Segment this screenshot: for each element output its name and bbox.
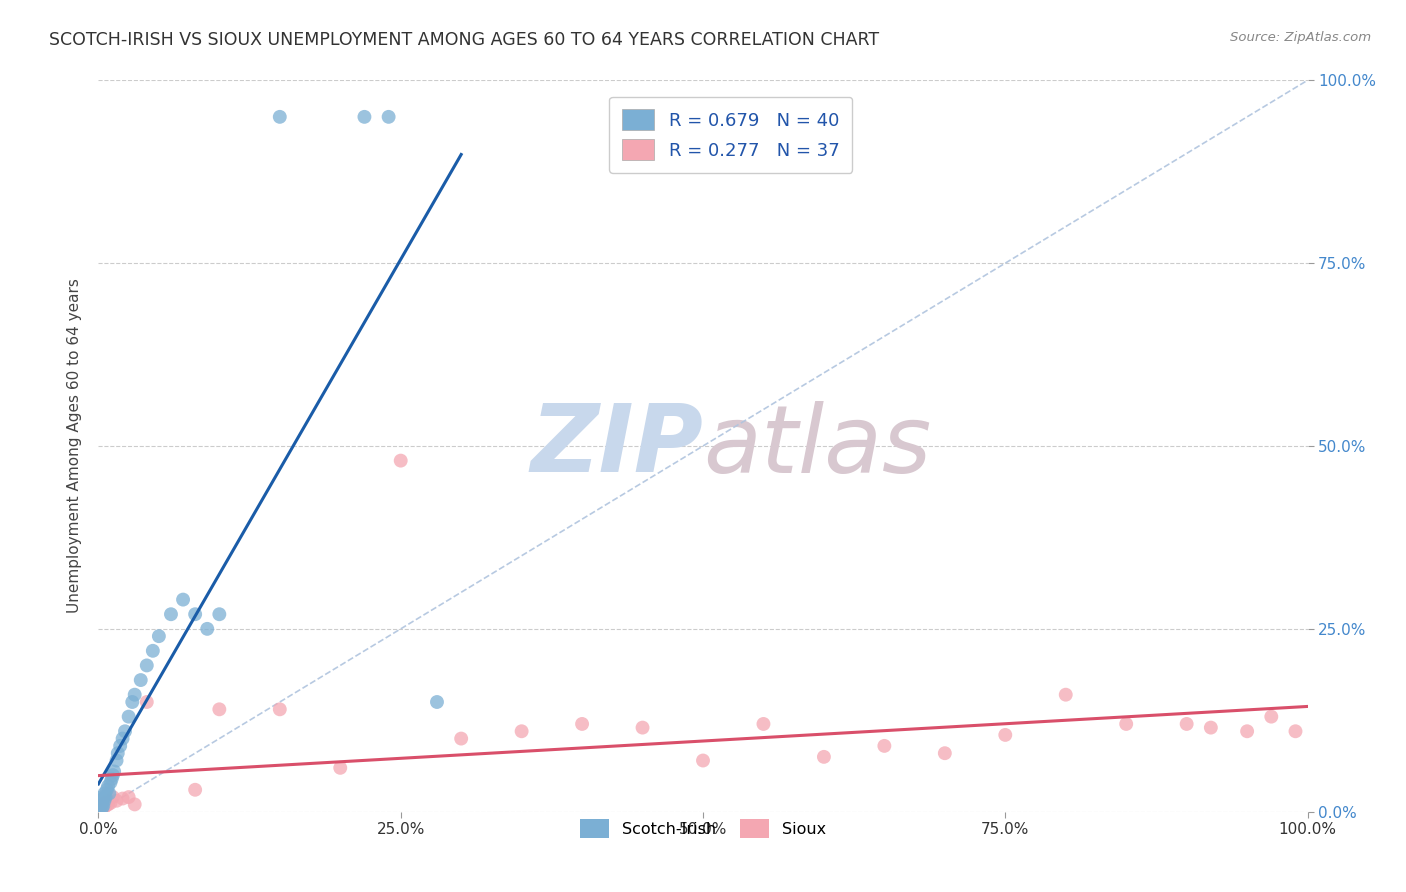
Point [90, 798, 112, 813]
Point [329, 761, 352, 775]
Point [124, 688, 146, 702]
Point [389, 453, 412, 467]
Point [1236, 724, 1258, 739]
Point [101, 768, 124, 782]
Text: ZIP: ZIP [530, 400, 703, 492]
Point [103, 764, 125, 779]
Point [135, 658, 157, 673]
Text: SCOTCH-IRISH VS SIOUX UNEMPLOYMENT AMONG AGES 60 TO 64 YEARS CORRELATION CHART: SCOTCH-IRISH VS SIOUX UNEMPLOYMENT AMONG… [49, 31, 879, 49]
Point [90, 798, 112, 813]
Point [93, 796, 115, 810]
Point [1115, 717, 1137, 731]
Point [510, 724, 533, 739]
Y-axis label: Unemployment Among Ages 60 to 64 years: Unemployment Among Ages 60 to 64 years [67, 278, 83, 614]
Point [135, 695, 157, 709]
Point [426, 695, 449, 709]
Point [91, 797, 114, 812]
Point [97, 797, 120, 812]
Point [148, 629, 170, 643]
Point [105, 794, 128, 808]
Point [631, 721, 654, 735]
Point [1199, 721, 1222, 735]
Point [111, 791, 134, 805]
Point [450, 731, 472, 746]
Point [934, 746, 956, 760]
Point [105, 754, 128, 768]
Point [96, 794, 118, 808]
Point [208, 702, 231, 716]
Point [111, 731, 134, 746]
Point [118, 709, 141, 723]
Point [195, 622, 218, 636]
Point [91, 801, 114, 815]
Point [692, 754, 714, 768]
Point [91, 790, 114, 805]
Point [100, 775, 122, 789]
Point [90, 794, 112, 808]
Point [172, 592, 194, 607]
Point [1284, 724, 1306, 739]
Point [93, 794, 115, 808]
Point [1260, 709, 1282, 723]
Point [100, 796, 122, 810]
Point [269, 702, 291, 716]
Point [94, 790, 117, 805]
Point [377, 110, 399, 124]
Text: atlas: atlas [703, 401, 931, 491]
Point [89, 801, 111, 815]
Point [142, 644, 165, 658]
Point [184, 607, 207, 622]
Point [118, 790, 141, 805]
Point [98, 787, 121, 801]
Point [91, 797, 114, 812]
Point [813, 749, 835, 764]
Point [101, 790, 124, 805]
Point [93, 787, 115, 801]
Point [269, 110, 291, 124]
Point [121, 695, 143, 709]
Point [353, 110, 375, 124]
Point [108, 739, 131, 753]
Point [91, 798, 114, 813]
Point [752, 717, 775, 731]
Point [994, 728, 1017, 742]
Point [184, 782, 207, 797]
Point [97, 779, 120, 793]
Point [91, 791, 114, 805]
Point [91, 801, 114, 815]
Point [124, 797, 146, 812]
Point [571, 717, 593, 731]
Point [89, 797, 111, 812]
Point [160, 607, 183, 622]
Point [89, 801, 111, 815]
Point [114, 724, 136, 739]
Point [129, 673, 152, 687]
Point [94, 798, 117, 813]
Point [107, 746, 129, 760]
Point [1054, 688, 1077, 702]
Point [1175, 717, 1198, 731]
Text: Source: ZipAtlas.com: Source: ZipAtlas.com [1230, 31, 1371, 45]
Point [208, 607, 231, 622]
Point [873, 739, 896, 753]
Point [96, 782, 118, 797]
Point [100, 772, 122, 786]
Legend: Scotch-Irish, Sioux: Scotch-Irish, Sioux [574, 813, 832, 844]
